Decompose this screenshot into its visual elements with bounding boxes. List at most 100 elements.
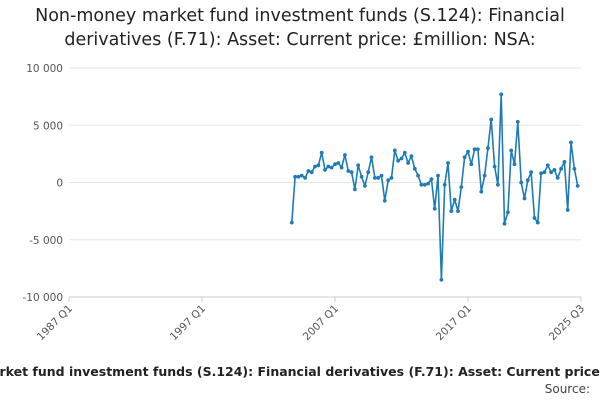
data-point bbox=[522, 196, 527, 201]
data-point bbox=[529, 170, 533, 175]
data-point bbox=[382, 198, 387, 203]
x-tick-label: 1997 Q1 bbox=[168, 303, 208, 343]
data-point bbox=[569, 140, 573, 145]
data-point bbox=[303, 176, 307, 180]
data-point bbox=[293, 174, 297, 179]
data-point bbox=[356, 163, 361, 168]
data-point bbox=[319, 150, 324, 155]
data-point bbox=[339, 165, 344, 170]
data-point bbox=[386, 178, 391, 183]
data-point bbox=[416, 173, 420, 178]
data-point bbox=[329, 165, 334, 170]
x-axis: 1987 Q1 1997 Q1 2007 Q1 2017 Q1 2025 Q3 bbox=[35, 296, 587, 343]
data-point bbox=[489, 117, 494, 122]
data-point bbox=[486, 146, 490, 151]
data-point bbox=[512, 162, 517, 167]
y-tick-label: -10 000 bbox=[22, 292, 63, 304]
data-point bbox=[406, 161, 410, 165]
data-point bbox=[412, 166, 417, 171]
data-point bbox=[532, 216, 537, 220]
data-point bbox=[519, 180, 524, 185]
data-point bbox=[376, 176, 381, 180]
x-tick-label: 2017 Q1 bbox=[434, 303, 474, 343]
source-label: Source: bbox=[544, 382, 590, 396]
data-point bbox=[426, 181, 430, 186]
data-point bbox=[419, 182, 424, 187]
data-point bbox=[502, 221, 507, 226]
data-point bbox=[449, 209, 454, 214]
data-point bbox=[366, 170, 371, 175]
x-tick-label: 2007 Q1 bbox=[301, 303, 341, 343]
data-point bbox=[466, 149, 470, 154]
data-point bbox=[326, 164, 331, 169]
data-point bbox=[369, 155, 374, 160]
data-point bbox=[439, 277, 444, 282]
data-point bbox=[482, 173, 487, 178]
series-layer bbox=[289, 92, 580, 282]
data-point bbox=[499, 92, 504, 97]
x-tick-label: 2025 Q3 bbox=[547, 303, 587, 343]
data-point bbox=[313, 164, 317, 169]
data-point bbox=[442, 182, 447, 187]
data-point bbox=[296, 174, 301, 179]
data-point bbox=[396, 158, 400, 163]
data-point bbox=[469, 162, 474, 167]
data-point bbox=[509, 148, 514, 153]
data-point bbox=[399, 156, 404, 161]
data-point bbox=[299, 173, 304, 178]
data-point bbox=[542, 170, 547, 175]
data-point bbox=[359, 174, 364, 179]
data-point bbox=[459, 185, 464, 190]
chart-title: Non-money market fund investment funds (… bbox=[35, 6, 565, 50]
data-point bbox=[289, 220, 294, 225]
data-point bbox=[472, 147, 477, 152]
data-point bbox=[452, 197, 457, 202]
data-point bbox=[389, 176, 394, 180]
y-tick-label: -5 000 bbox=[29, 235, 63, 247]
data-point bbox=[562, 160, 567, 164]
data-point bbox=[492, 164, 497, 169]
data-point bbox=[363, 184, 367, 188]
data-point bbox=[379, 173, 384, 178]
series-line bbox=[291, 93, 579, 281]
data-point bbox=[349, 170, 354, 175]
data-point bbox=[436, 173, 440, 178]
data-point bbox=[353, 187, 357, 192]
data-point bbox=[422, 182, 427, 187]
data-point bbox=[432, 206, 437, 211]
data-point bbox=[306, 169, 311, 173]
data-point bbox=[565, 208, 570, 212]
series-description: market fund investment funds (S.124): Fi… bbox=[0, 364, 600, 379]
data-point bbox=[429, 177, 434, 182]
data-point bbox=[462, 155, 467, 160]
data-point bbox=[446, 161, 450, 165]
data-point bbox=[392, 148, 397, 153]
data-point bbox=[559, 166, 563, 171]
y-tick-label: 0 bbox=[56, 178, 63, 190]
data-point bbox=[402, 150, 407, 155]
data-point bbox=[572, 166, 577, 171]
data-point bbox=[549, 170, 553, 175]
data-point bbox=[309, 170, 314, 175]
data-point bbox=[555, 176, 560, 180]
data-point bbox=[539, 171, 543, 176]
data-point bbox=[373, 176, 377, 180]
data-point bbox=[496, 182, 500, 187]
data-point bbox=[343, 153, 347, 157]
data-point bbox=[456, 209, 460, 214]
data-point bbox=[506, 210, 510, 215]
data-point bbox=[316, 163, 321, 168]
y-tick-label: 10 000 bbox=[26, 63, 63, 75]
data-point bbox=[515, 119, 520, 124]
data-point bbox=[409, 154, 414, 159]
y-tick-label: 5 000 bbox=[33, 120, 63, 132]
data-point bbox=[476, 147, 480, 152]
data-point bbox=[346, 169, 351, 173]
data-point bbox=[545, 163, 550, 168]
data-point bbox=[333, 162, 337, 167]
data-point bbox=[479, 189, 484, 194]
data-point bbox=[525, 178, 530, 183]
x-tick-label: 1987 Q1 bbox=[35, 303, 75, 343]
data-point bbox=[336, 161, 341, 165]
